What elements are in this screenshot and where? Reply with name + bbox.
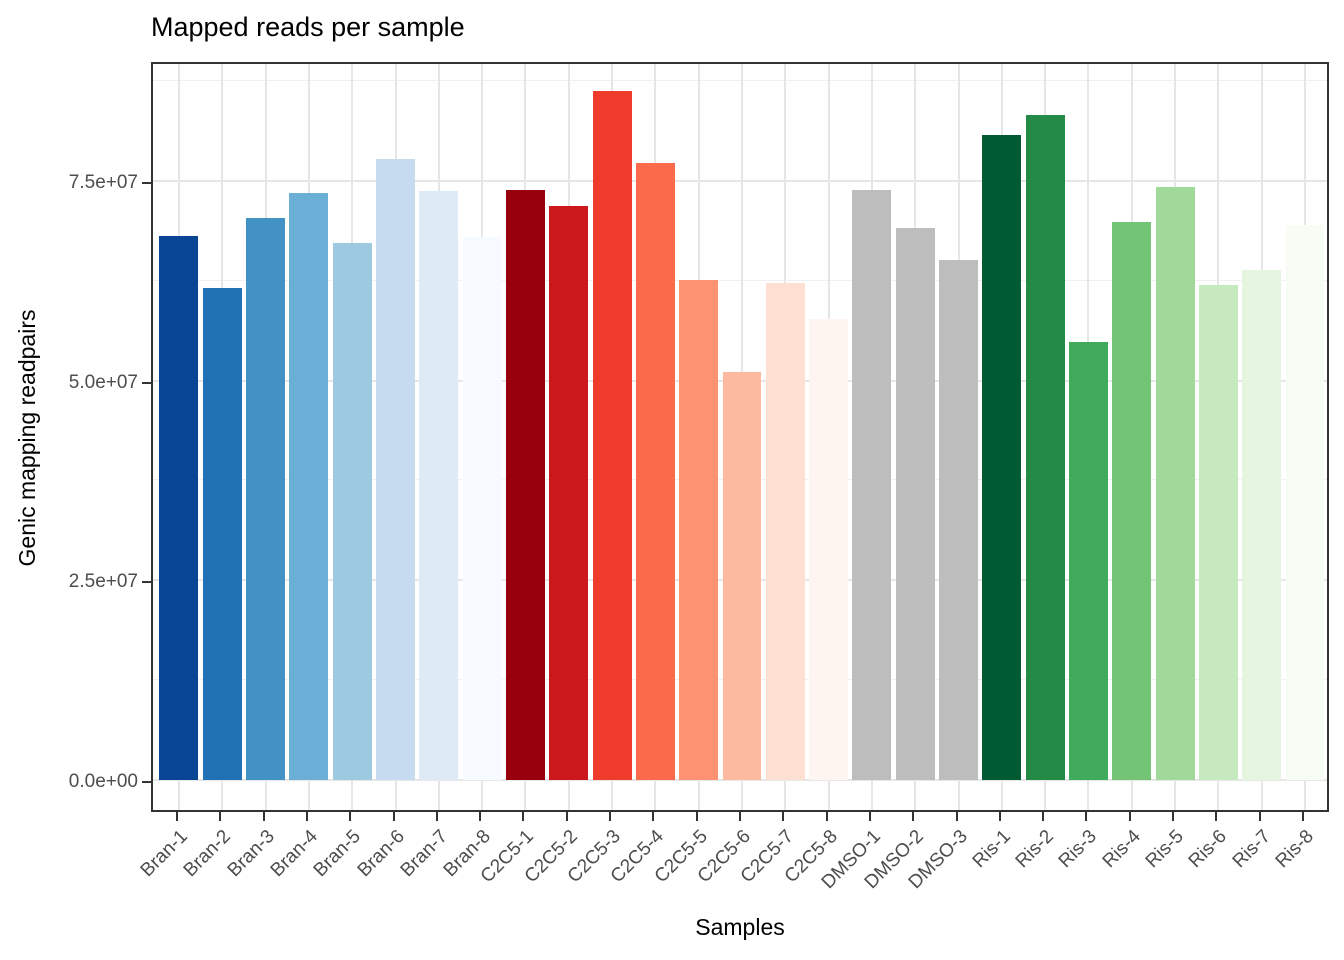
x-tick-label: Bran-5 xyxy=(309,826,366,882)
y-tick-mark xyxy=(142,381,151,384)
bar-C2C5-1 xyxy=(505,189,545,780)
x-tick-mark xyxy=(782,812,785,821)
x-tick-mark xyxy=(1258,812,1261,821)
bar-Bran-3 xyxy=(246,218,286,780)
h-gridline-minor xyxy=(153,279,1327,281)
bar-Ris-1 xyxy=(982,135,1022,780)
x-tick-mark xyxy=(695,812,698,821)
x-tick-mark xyxy=(1172,812,1175,821)
x-tick-label: Bran-1 xyxy=(136,826,192,882)
x-tick-mark xyxy=(522,812,525,821)
bar-Bran-2 xyxy=(202,287,242,780)
x-tick-label: Ris-3 xyxy=(1055,826,1102,873)
x-tick-mark xyxy=(349,812,352,821)
y-tick-mark xyxy=(142,181,151,184)
y-tick-label: 0.0e+00 xyxy=(68,771,138,792)
x-tick-label: Ris-2 xyxy=(1011,826,1059,873)
y-tick-mark xyxy=(142,781,151,783)
x-tick-label: Ris-7 xyxy=(1228,826,1275,873)
bar-Bran-7 xyxy=(419,190,459,780)
bar-C2C5-2 xyxy=(549,206,589,780)
x-tick-mark xyxy=(262,812,265,821)
x-tick-mark xyxy=(219,812,222,821)
x-tick-label: Bran-6 xyxy=(353,826,409,882)
x-tick-mark xyxy=(998,812,1001,821)
x-tick-mark xyxy=(1042,812,1045,821)
bar-DMSO-2 xyxy=(895,228,935,780)
y-tick-label: 7.5e+07 xyxy=(68,171,138,193)
bar-Ris-2 xyxy=(1025,115,1065,780)
x-tick-mark xyxy=(1302,812,1304,821)
bar-Ris-7 xyxy=(1242,270,1282,780)
bar-DMSO-1 xyxy=(852,189,892,780)
bar-Bran-4 xyxy=(289,192,329,780)
y-tick-label: 5.0e+07 xyxy=(68,371,138,393)
bar-C2C5-4 xyxy=(635,162,675,780)
x-axis-title: Samples xyxy=(695,914,785,940)
x-tick-label: Bran-3 xyxy=(223,826,279,882)
chart-title: Mapped reads per sample xyxy=(151,12,465,42)
x-tick-label: Ris-4 xyxy=(1098,826,1145,873)
bar-Bran-1 xyxy=(159,236,199,780)
bar-Ris-8 xyxy=(1285,224,1325,780)
x-tick-label: Ris-8 xyxy=(1271,826,1318,873)
bar-Bran-6 xyxy=(376,159,415,780)
bar-Ris-3 xyxy=(1068,342,1108,780)
y-tick-mark xyxy=(142,581,151,584)
x-tick-mark xyxy=(1128,812,1131,821)
bar-C2C5-6 xyxy=(722,371,762,780)
x-tick-label: Ris-5 xyxy=(1141,826,1188,873)
x-tick-mark xyxy=(435,812,438,821)
x-tick-mark xyxy=(652,812,655,821)
x-tick-mark xyxy=(868,812,871,821)
bar-Ris-6 xyxy=(1198,284,1238,780)
x-tick-label: Bran-2 xyxy=(179,826,236,882)
bar-C2C5-5 xyxy=(679,279,719,780)
x-tick-label: Ris-1 xyxy=(968,826,1015,873)
x-tick-mark xyxy=(912,812,915,821)
x-tick-mark xyxy=(392,812,395,821)
x-tick-label: Bran-4 xyxy=(266,826,322,882)
bar-Bran-8 xyxy=(462,236,502,780)
x-tick-mark xyxy=(955,812,958,821)
x-tick-mark xyxy=(609,812,612,821)
h-gridline-major xyxy=(153,779,1327,781)
y-axis-title: Genic mapping readpairs xyxy=(14,309,40,567)
bar-Ris-5 xyxy=(1155,186,1195,780)
x-tick-mark xyxy=(175,812,178,821)
bar-Ris-4 xyxy=(1112,221,1152,780)
h-gridline-minor xyxy=(153,80,1327,82)
x-tick-label: Ris-6 xyxy=(1185,826,1232,873)
bar-Bran-5 xyxy=(332,243,372,780)
h-gridline-major xyxy=(153,179,1327,182)
bar-C2C5-7 xyxy=(765,283,805,780)
x-tick-mark xyxy=(565,812,568,821)
x-tick-label: Bran-7 xyxy=(396,826,452,882)
x-tick-mark xyxy=(739,812,741,821)
bar-DMSO-3 xyxy=(939,259,979,780)
x-tick-mark xyxy=(479,812,482,821)
x-tick-mark xyxy=(825,812,828,821)
bar-C2C5-8 xyxy=(809,319,849,780)
bar-C2C5-3 xyxy=(592,91,632,780)
x-tick-mark xyxy=(305,812,308,821)
y-tick-label: 2.5e+07 xyxy=(68,571,138,593)
x-tick-mark xyxy=(1085,812,1088,821)
x-tick-mark xyxy=(1215,812,1218,821)
plot-panel xyxy=(151,62,1329,812)
